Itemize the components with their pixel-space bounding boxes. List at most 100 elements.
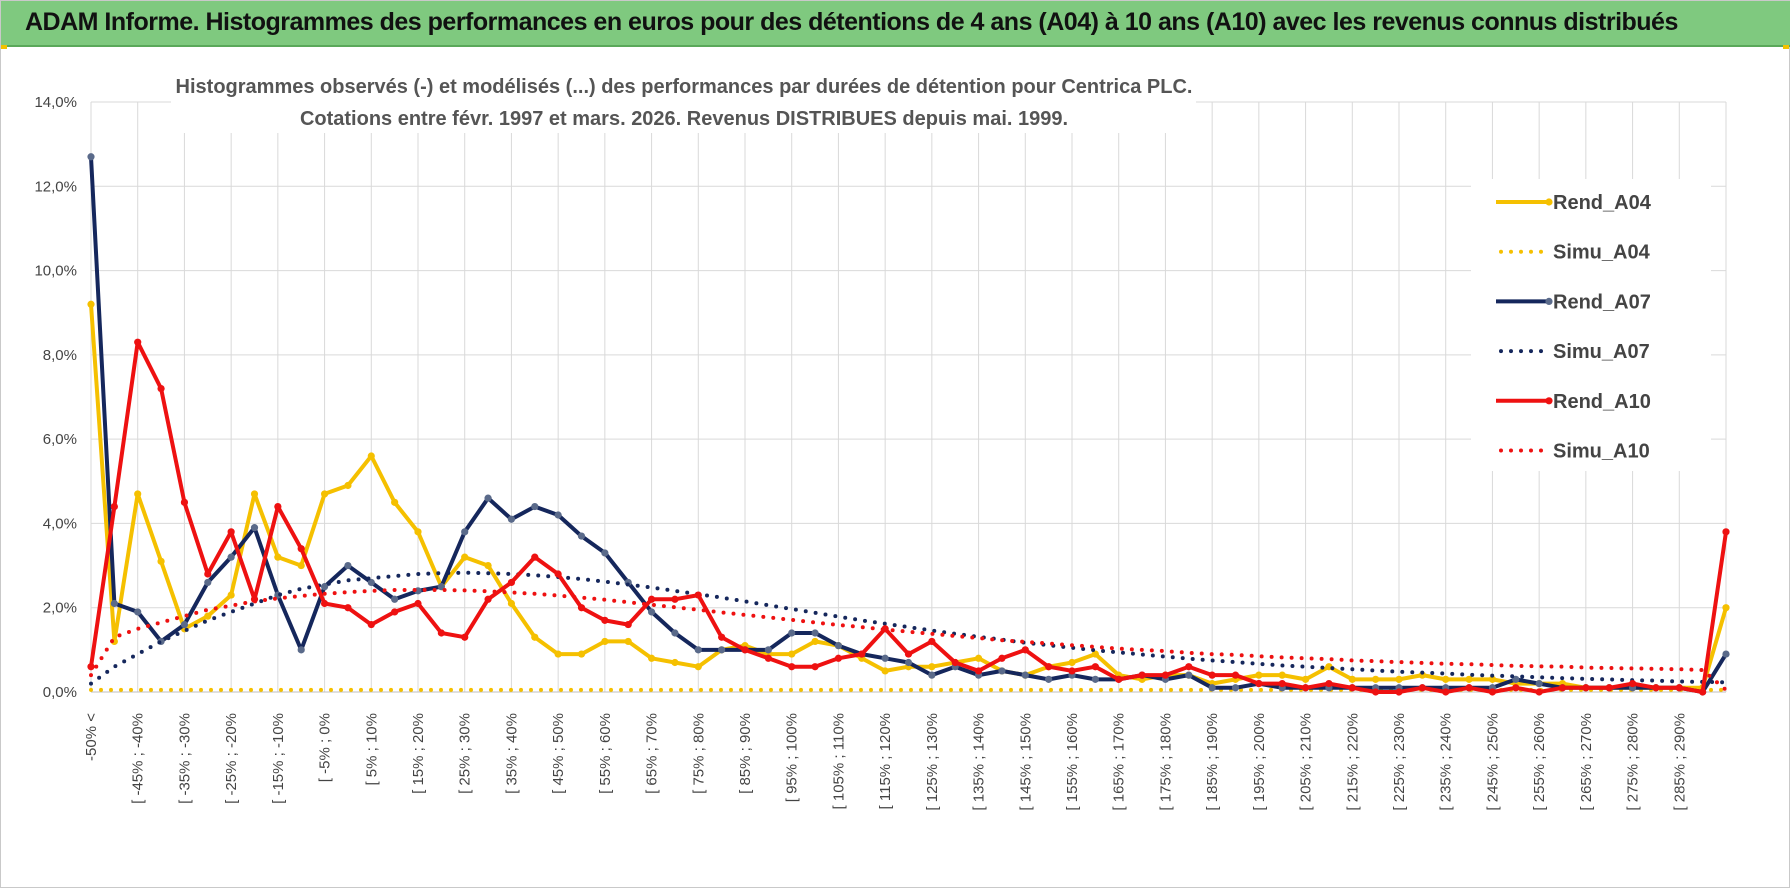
y-tick-label: 4,0% — [43, 515, 77, 532]
data-point — [1231, 671, 1240, 679]
data-point — [484, 494, 492, 502]
chart-title-line2: Cotations entre févr. 1997 et mars. 2026… — [300, 108, 1068, 130]
series-simu_a10 — [89, 588, 1728, 692]
data-point — [1185, 663, 1193, 671]
data-point — [788, 663, 796, 671]
legend-label: Simu_A10 — [1553, 441, 1650, 463]
data-point — [577, 604, 586, 612]
data-point — [1325, 679, 1333, 688]
data-point — [741, 646, 749, 654]
x-tick-label: [ 275% ; 280% — [1625, 713, 1642, 811]
x-tick-label: [ 105% ; 110% — [830, 713, 847, 809]
data-point — [1605, 684, 1613, 692]
series-simu_a07 — [89, 570, 1728, 686]
data-point — [764, 646, 772, 654]
data-point — [1465, 675, 1473, 683]
x-tick-label: [ 205% ; 210% — [1298, 713, 1315, 811]
data-point — [811, 663, 819, 671]
data-point — [461, 633, 469, 641]
data-point — [904, 650, 913, 658]
data-point — [1722, 604, 1730, 612]
data-point — [647, 654, 656, 662]
data-point — [1442, 675, 1450, 683]
x-tick-label: [ 15% ; 20% — [410, 713, 427, 794]
x-tick-label: [ 145% ; 150% — [1017, 713, 1034, 811]
data-point — [87, 663, 95, 671]
legend-label: Simu_A04 — [1553, 242, 1651, 264]
x-tick-label: [ 65% ; 70% — [644, 713, 661, 794]
x-tick-label: -50% < — [83, 713, 100, 761]
data-point — [1582, 684, 1590, 692]
data-point — [134, 490, 142, 498]
banner-title: ADAM Informe. Histogrammes des performan… — [25, 8, 1678, 36]
data-point — [1675, 684, 1683, 692]
data-point — [998, 654, 1006, 662]
data-point — [1348, 684, 1356, 692]
data-point — [974, 667, 983, 675]
data-point — [297, 646, 305, 654]
data-point — [134, 608, 142, 616]
data-point — [974, 654, 983, 662]
legend-box — [1471, 179, 1711, 471]
data-point — [1512, 684, 1520, 692]
data-point — [671, 658, 679, 667]
data-point — [554, 650, 562, 658]
data-point — [157, 384, 165, 393]
data-point — [951, 658, 959, 667]
x-tick-label: [ 175% ; 180% — [1157, 713, 1174, 811]
data-point — [1652, 684, 1660, 692]
data-point — [1535, 688, 1543, 696]
data-point — [764, 654, 772, 662]
data-point — [811, 629, 819, 637]
data-point — [204, 578, 212, 587]
data-point — [507, 599, 516, 608]
data-point — [1722, 650, 1730, 658]
data-point — [484, 595, 492, 603]
data-point — [1628, 679, 1637, 688]
x-tick-label: [ 165% ; 170% — [1111, 713, 1128, 811]
x-tick-label: [ 285% ; 290% — [1671, 713, 1688, 811]
y-tick-label: 10,0% — [34, 263, 77, 280]
x-tick-label: [ 135% ; 140% — [971, 713, 988, 811]
data-point — [1699, 688, 1707, 696]
data-point — [414, 528, 422, 536]
data-point — [274, 502, 282, 511]
data-point — [461, 528, 469, 536]
legend-item-rend_a04: Rend_A04 — [1496, 192, 1652, 214]
data-point — [928, 637, 936, 646]
x-tick-label: [ -35% ; -30% — [176, 713, 193, 804]
x-tick-label: [ 155% ; 160% — [1064, 713, 1081, 811]
x-tick-label: [ 75% ; 80% — [690, 713, 707, 794]
data-point — [134, 338, 142, 346]
legend-marker — [1545, 297, 1553, 305]
data-point — [110, 502, 118, 511]
data-point — [998, 667, 1006, 675]
data-point — [671, 629, 679, 637]
data-point — [694, 663, 702, 671]
data-point — [601, 549, 609, 557]
legend-marker — [1545, 198, 1553, 206]
data-point — [1418, 684, 1426, 692]
data-point — [437, 629, 445, 637]
data-point — [1372, 675, 1380, 683]
y-tick-label: 6,0% — [43, 431, 77, 448]
y-axis: 0,0% 2,0% 4,0% 6,0% 8,0% 10,0% 12,0% 14,0% — [34, 94, 77, 701]
data-point — [718, 633, 726, 641]
data-point — [1068, 658, 1076, 667]
banner: ADAM Informe. Histogrammes des performan… — [1, 1, 1790, 47]
data-point — [1021, 646, 1029, 654]
chart-series — [87, 153, 1730, 696]
data-point — [554, 570, 562, 578]
data-point — [297, 545, 305, 553]
data-point — [227, 528, 235, 536]
data-point — [367, 452, 375, 460]
data-point — [1348, 675, 1356, 683]
data-point — [391, 595, 399, 603]
data-point — [1372, 688, 1380, 696]
data-point — [87, 153, 95, 161]
data-point — [320, 583, 329, 591]
data-point — [461, 553, 469, 561]
data-point — [227, 553, 235, 561]
data-point — [531, 502, 539, 511]
